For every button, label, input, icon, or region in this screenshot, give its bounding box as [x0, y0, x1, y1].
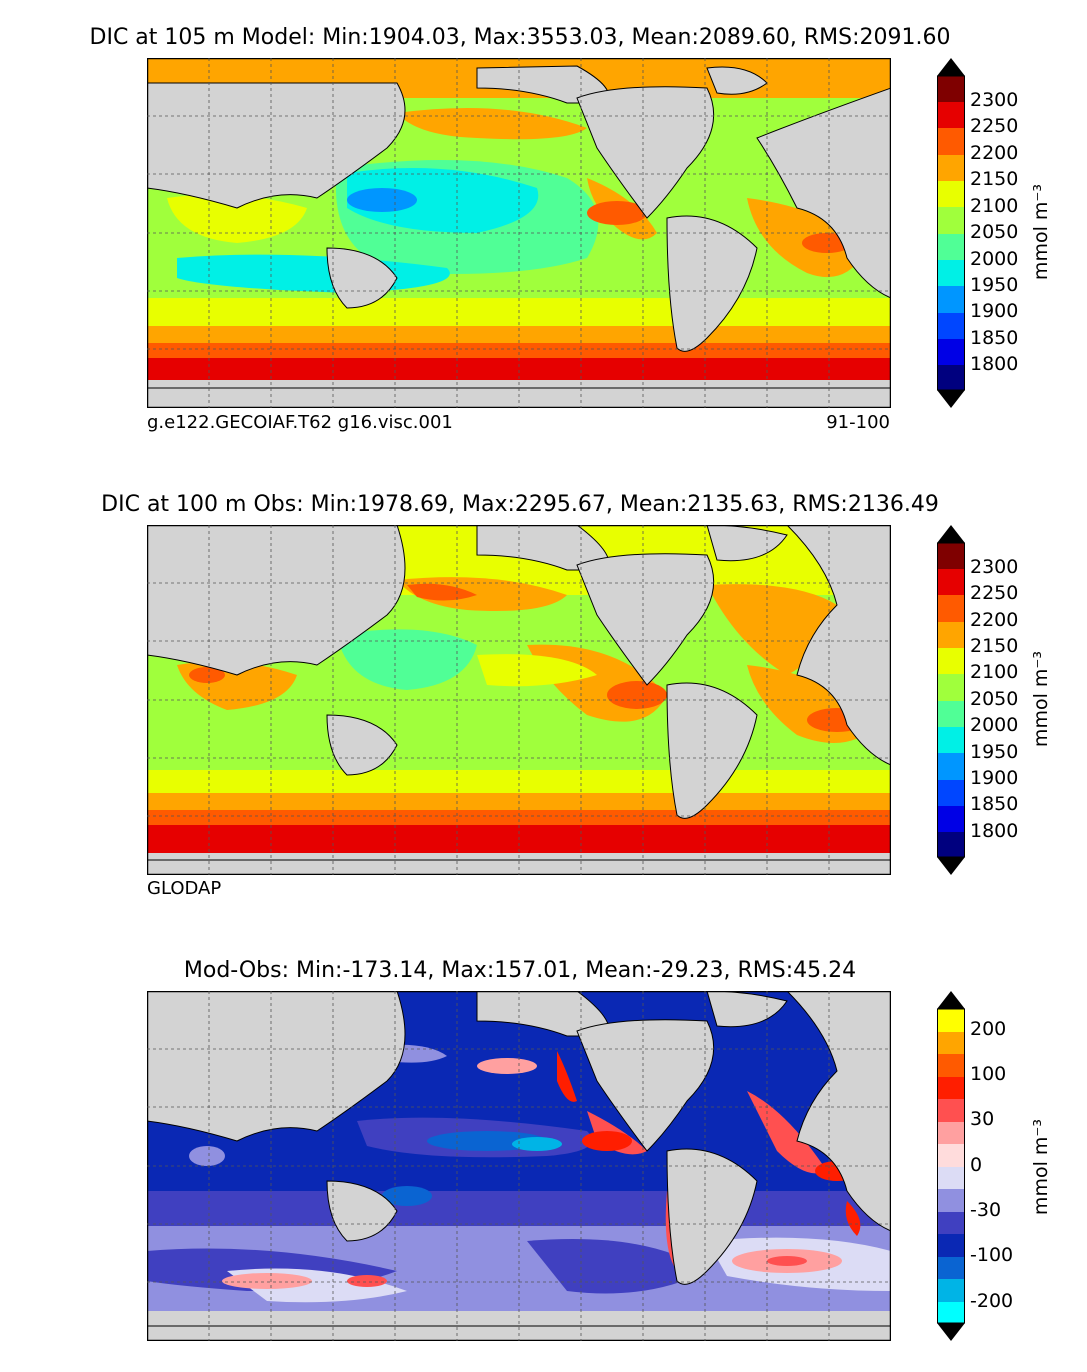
panel3-cb-label-neg30: -30 [970, 1199, 1002, 1221]
panel2-cb-label-1950: 1950 [970, 741, 1019, 763]
panel3-cb-label-neg200: -200 [970, 1290, 1014, 1312]
panel1-cb-label-1800: 1800 [970, 353, 1019, 375]
panel1-unit-label: mmol m⁻³ [1030, 183, 1053, 281]
panel1-colorbar [937, 58, 965, 408]
panel2-title: DIC at 100 m Obs: Min:1978.69, Max:2295.… [101, 492, 939, 517]
panel3-map [147, 991, 891, 1341]
panel2-cb-label-1850: 1850 [970, 793, 1019, 815]
panel3-cb-label-200: 200 [970, 1018, 1007, 1040]
panel3-cb-label-100: 100 [970, 1063, 1007, 1085]
panel3-cb-label-neg100: -100 [970, 1244, 1014, 1266]
panel1-cb-label-1950: 1950 [970, 274, 1019, 296]
panel1-cb-label-2000: 2000 [970, 248, 1019, 270]
panel1-years-label: 91-100 [826, 412, 890, 433]
panel1-title: DIC at 105 m Model: Min:1904.03, Max:355… [89, 25, 951, 50]
panel2-unit-label: mmol m⁻³ [1030, 650, 1053, 748]
panel1-cb-label-2150: 2150 [970, 168, 1019, 190]
panel2-cb-label-2000: 2000 [970, 714, 1019, 736]
panel2-source-label: GLODAP [147, 878, 222, 899]
panel1-cb-label-2200: 2200 [970, 142, 1019, 164]
panel2-cb-label-2100: 2100 [970, 661, 1019, 683]
panel3-cb-label-0: 0 [970, 1154, 983, 1176]
panel3-cb-label-30: 30 [970, 1108, 995, 1130]
panel2-cb-label-1800: 1800 [970, 820, 1019, 842]
panel2-cb-label-2150: 2150 [970, 635, 1019, 657]
panel1-map [147, 58, 891, 408]
panel3-colorbar [937, 991, 965, 1341]
panel2-cb-label-2200: 2200 [970, 609, 1019, 631]
panel1-cb-label-1850: 1850 [970, 327, 1019, 349]
panel1-cb-label-2300: 2300 [970, 89, 1019, 111]
panel2-cb-label-2250: 2250 [970, 582, 1019, 604]
panel2-cb-label-1900: 1900 [970, 767, 1019, 789]
panel2-colorbar [937, 525, 965, 875]
panel2-cb-label-2050: 2050 [970, 688, 1019, 710]
panel1-cb-label-2050: 2050 [970, 221, 1019, 243]
panel3-title: Mod-Obs: Min:-173.14, Max:157.01, Mean:-… [183, 958, 857, 983]
panel1-cb-label-2250: 2250 [970, 115, 1019, 137]
panel3-unit-label: mmol m⁻³ [1030, 1118, 1053, 1216]
panel2-cb-label-2300: 2300 [970, 556, 1019, 578]
panel1-cb-label-1900: 1900 [970, 300, 1019, 322]
panel1-cb-label-2100: 2100 [970, 195, 1019, 217]
panel1-model-label: g.e122.GECOIAF.T62 g16.visc.001 [147, 412, 453, 433]
panel2-map [147, 525, 891, 875]
